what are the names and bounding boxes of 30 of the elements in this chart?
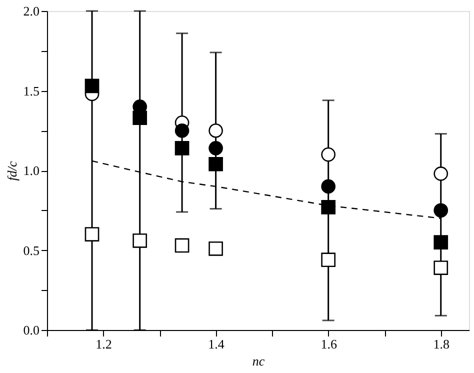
point [434, 260, 448, 275]
point [321, 147, 336, 162]
x-axis-title: nc [252, 354, 265, 368]
y-axis-title: fd/c [4, 161, 20, 181]
x-tick-label: 1.6 [320, 336, 338, 352]
x-tick-label: 1.2 [96, 336, 112, 352]
y-tick-label: 2.0 [23, 4, 40, 18]
y-tick-label: 1.0 [23, 163, 40, 178]
point [321, 179, 336, 194]
point [434, 203, 448, 218]
point [174, 141, 190, 156]
point [132, 110, 148, 126]
point [84, 78, 100, 94]
point [208, 241, 223, 256]
x-tick-label: 1.4 [208, 336, 225, 352]
point [208, 123, 223, 138]
point [208, 156, 223, 172]
point [208, 141, 223, 156]
y-tick-label: 0.0 [23, 322, 40, 338]
y-tick-label: 0.5 [23, 242, 40, 258]
x-tick-label: 1.8 [433, 336, 450, 352]
point [174, 238, 190, 253]
y-tick-label: 1.5 [23, 83, 40, 98]
point [434, 235, 448, 250]
point [434, 166, 448, 181]
point [321, 252, 336, 267]
point [174, 123, 190, 138]
point [84, 227, 100, 242]
point [321, 200, 336, 214]
point [132, 234, 148, 248]
